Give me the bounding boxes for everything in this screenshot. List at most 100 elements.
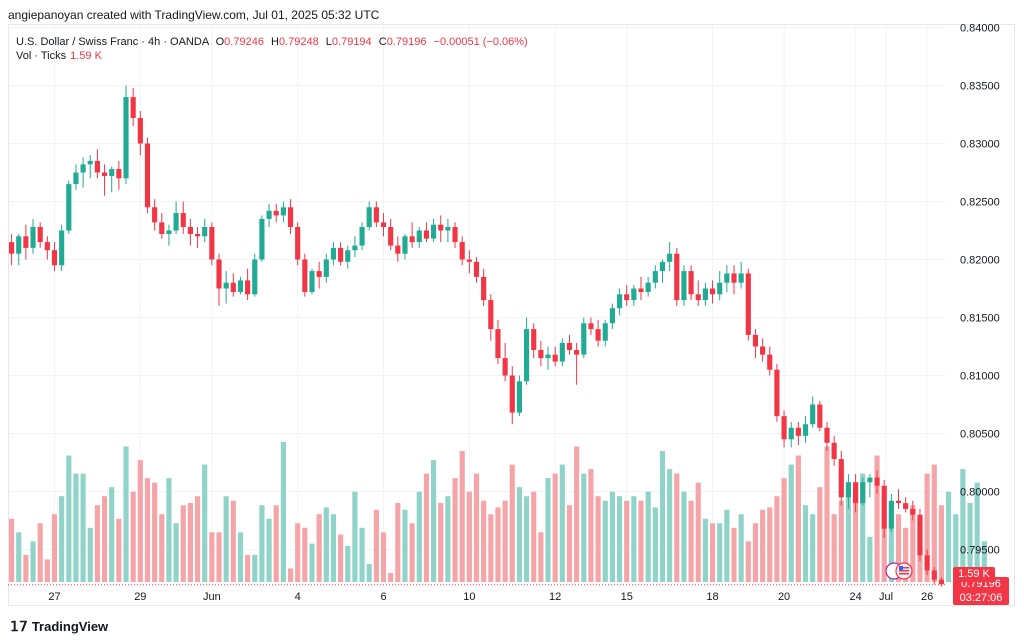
time-tick-label: 26 (921, 591, 933, 603)
candle-body (473, 261, 480, 277)
volume-bar (359, 527, 365, 582)
candle-body (388, 227, 394, 246)
candle-body (867, 477, 873, 483)
volume-bar (180, 505, 186, 582)
candle-body (245, 280, 251, 295)
candle (9, 233, 15, 266)
candle-body (431, 224, 437, 239)
candle-body (810, 404, 816, 425)
volume-bar (745, 541, 751, 582)
candle-body (881, 485, 887, 529)
candle (674, 247, 680, 306)
volume-bar (931, 464, 937, 582)
candle-body (624, 294, 630, 301)
volume-bar (574, 446, 580, 582)
candle-body (94, 160, 100, 173)
open-value: 0.79246 (224, 36, 264, 48)
volume-bar (795, 455, 801, 582)
candle (416, 227, 422, 248)
candle-body (459, 242, 465, 260)
candle-body (845, 482, 852, 498)
candle (44, 236, 50, 260)
volume-bar (895, 514, 902, 582)
volume-bar (30, 541, 36, 582)
volume-bar (59, 496, 65, 582)
candle (910, 500, 916, 521)
volume-bar (73, 473, 79, 582)
candle-body (130, 97, 136, 118)
candle (388, 218, 394, 251)
volume-bar (538, 532, 544, 582)
candle (431, 218, 437, 243)
candle (109, 166, 115, 193)
candle-body (831, 442, 837, 460)
candle (860, 477, 866, 506)
candle (101, 164, 108, 196)
volume-bar (624, 500, 630, 582)
candle (438, 215, 444, 243)
candle-body (774, 369, 780, 417)
candle-body (588, 323, 594, 330)
volume-bar (202, 464, 208, 582)
volume-bar (531, 491, 537, 582)
time-tick-label: 6 (380, 591, 386, 603)
volume-bar (266, 518, 272, 582)
volume-bar (631, 496, 637, 582)
volume-label[interactable]: Vol · Ticks (16, 50, 67, 62)
candle-body (516, 381, 522, 413)
footer-branding[interactable]: 𝟣𝟩 TradingView (10, 618, 108, 635)
candle-body (795, 427, 801, 436)
time-axis[interactable]: 27 29 Jun 4 6 10 12 15 18 20 24 26 Jul (48, 591, 933, 603)
volume-bar (681, 491, 687, 582)
volume-bar (731, 527, 737, 582)
volume-bar (9, 518, 15, 582)
volume-bar (109, 487, 115, 582)
candle-body (252, 259, 258, 295)
volume-bar (252, 554, 258, 582)
candle-body (910, 508, 916, 515)
candle-body (645, 282, 651, 292)
candle (645, 276, 651, 297)
candle-body (445, 227, 451, 231)
candle-body (44, 242, 50, 251)
candle (94, 149, 100, 179)
candle-body (752, 334, 759, 347)
volume-bar (245, 554, 251, 582)
time-tick-label: 24 (849, 591, 861, 603)
volume-bar (616, 496, 623, 582)
candle (681, 265, 687, 306)
candle-body (616, 294, 623, 309)
candle (23, 224, 29, 260)
price-tick-label: 0.83500 (960, 80, 1000, 92)
candle-body (266, 210, 272, 219)
volume-bar (173, 523, 179, 582)
volume-bar (495, 507, 501, 582)
volume-bar (824, 446, 830, 582)
time-tick-label: 12 (549, 591, 561, 603)
candle-body (552, 354, 558, 362)
events-flag-icon[interactable] (885, 562, 915, 580)
volume-bar (516, 487, 522, 582)
candle (638, 276, 644, 301)
candle (459, 236, 465, 266)
price-tick-label: 0.81000 (960, 371, 1000, 383)
volume-bar (459, 451, 465, 582)
candle-body (409, 236, 415, 243)
candle-body (338, 247, 344, 262)
volume-bar (774, 496, 780, 582)
volume-bar (395, 502, 401, 582)
candle-body (23, 236, 29, 248)
candle (409, 222, 415, 248)
volume-bar (717, 523, 723, 582)
price-tick-label: 0.82000 (960, 254, 1000, 266)
candle (802, 416, 809, 443)
candle (144, 137, 151, 214)
candle (752, 329, 759, 359)
candle-body (531, 329, 537, 350)
price-tick-label: 0.82500 (960, 196, 1000, 208)
candle-body (287, 207, 294, 228)
symbol-title[interactable]: U.S. Dollar / Swiss Franc · 4h · OANDA (16, 36, 209, 48)
price-axis[interactable]: 0.84000 0.83500 0.83000 0.82500 0.82000 0.815… (960, 22, 1000, 556)
candle-body (166, 230, 172, 234)
